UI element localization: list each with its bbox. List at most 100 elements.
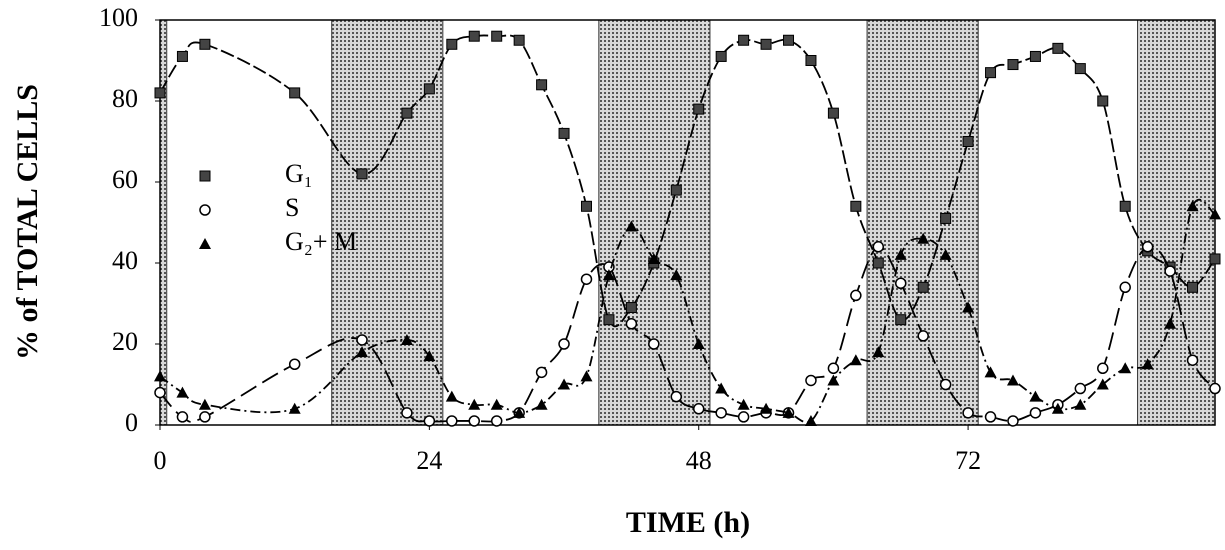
g2m-marker [760, 402, 773, 414]
g2m-marker [804, 414, 817, 426]
s-marker [199, 204, 211, 216]
g2m-marker [356, 346, 369, 358]
s-marker [962, 407, 974, 419]
g2m-marker [939, 248, 952, 260]
dark-period [866, 19, 979, 426]
g2m-marker [490, 398, 503, 410]
g1-marker [760, 38, 772, 50]
dark-period [159, 19, 168, 426]
g2m-marker [288, 402, 301, 414]
s-marker [423, 415, 436, 427]
g1-marker [603, 314, 615, 326]
legend-label: S [285, 193, 299, 222]
g1-marker [446, 38, 458, 50]
g2m-marker [1029, 390, 1042, 402]
g2m-marker [1209, 208, 1221, 220]
s-marker [1029, 407, 1042, 419]
g1-marker [805, 55, 817, 66]
s-marker [401, 407, 413, 419]
s-marker [737, 411, 750, 423]
s-marker [580, 273, 593, 285]
x-tick-label: 0 [154, 446, 167, 475]
legend-label: G₂+ M [285, 227, 357, 256]
g1-marker [1209, 253, 1221, 265]
g1-marker [962, 136, 974, 147]
g2m-marker [894, 248, 907, 260]
x-axis-label: TIME (h) [626, 506, 750, 539]
s-marker [715, 407, 727, 419]
s-marker [288, 358, 301, 370]
g2m-marker [513, 406, 526, 418]
s-marker [535, 366, 548, 379]
g1-marker [468, 30, 480, 42]
g2m-marker [625, 220, 638, 232]
g1-marker [895, 314, 907, 326]
g1-marker [783, 34, 795, 46]
s-marker [648, 338, 660, 350]
g1-marker [850, 200, 862, 212]
g1-marker [940, 212, 952, 224]
g2m-marker [849, 354, 862, 366]
g2m-marker [962, 301, 975, 313]
s-marker [939, 378, 952, 391]
g2m-marker [670, 269, 683, 281]
g1-marker [985, 67, 997, 79]
s-marker [154, 386, 166, 399]
g1-marker [827, 107, 839, 119]
y-tick-label: 40 [112, 246, 138, 275]
g1-marker [1187, 281, 1199, 293]
g1-marker [401, 107, 413, 119]
s-marker [176, 411, 189, 423]
g1-marker [625, 302, 637, 314]
g2m-marker [737, 398, 750, 410]
dark-period [1137, 19, 1216, 426]
y-tick-label: 80 [112, 84, 138, 113]
y-tick-label: 100 [99, 3, 138, 32]
s-marker [625, 318, 638, 330]
s-marker [356, 334, 368, 346]
g2m-marker [580, 370, 593, 382]
g1-marker [558, 127, 570, 139]
g1-marker [154, 87, 166, 99]
g1-marker [917, 281, 929, 293]
g2m-marker [1119, 362, 1132, 374]
g1-marker [1007, 59, 1019, 71]
g2m-marker [917, 232, 930, 244]
s-marker [558, 338, 570, 350]
g2m-marker [1164, 317, 1177, 329]
s-marker [917, 330, 929, 342]
g1-marker [356, 168, 368, 180]
s-marker [199, 411, 211, 423]
y-tick-label: 60 [112, 165, 138, 194]
g2m-marker [535, 398, 548, 410]
dark-periods [159, 19, 1216, 426]
s-marker [1141, 241, 1154, 253]
g2m-marker [199, 238, 211, 249]
g1-marker [289, 87, 301, 99]
g2m-marker [423, 350, 436, 362]
g2m-marker [1096, 378, 1109, 390]
y-tick-label: 20 [112, 327, 138, 356]
s-marker [446, 415, 458, 427]
dark-period [598, 19, 711, 426]
s-marker [1119, 281, 1131, 294]
g1-marker [491, 30, 503, 42]
s-marker [850, 289, 862, 302]
s-marker [490, 415, 503, 427]
g2m-marker [445, 390, 458, 402]
g2m-marker [1186, 200, 1199, 212]
g2m-marker [1051, 402, 1064, 414]
s-marker [1097, 362, 1109, 375]
s-marker [1186, 354, 1199, 366]
s-marker [827, 362, 840, 375]
plot-frame [159, 19, 1216, 426]
g1-marker [693, 103, 705, 115]
g1-marker [1029, 50, 1041, 62]
g1-marker [176, 50, 188, 62]
g2m-marker [692, 338, 705, 349]
g1-marker [1052, 42, 1064, 54]
g2m-marker [647, 252, 660, 264]
s-marker [894, 277, 907, 289]
s-marker [1007, 415, 1019, 427]
